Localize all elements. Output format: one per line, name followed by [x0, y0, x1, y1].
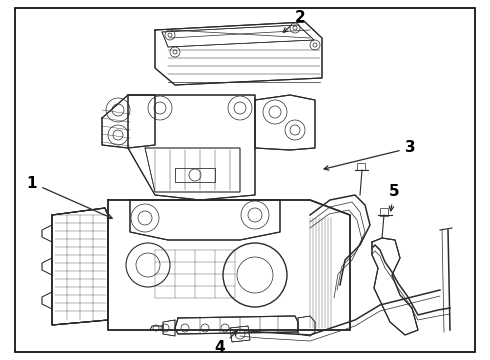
- Text: 5: 5: [389, 184, 399, 211]
- Text: 1: 1: [27, 175, 112, 219]
- Bar: [357, 163, 365, 170]
- Text: 4: 4: [215, 331, 237, 356]
- Bar: [380, 208, 388, 216]
- Text: 2: 2: [283, 10, 305, 32]
- Text: 3: 3: [324, 140, 416, 170]
